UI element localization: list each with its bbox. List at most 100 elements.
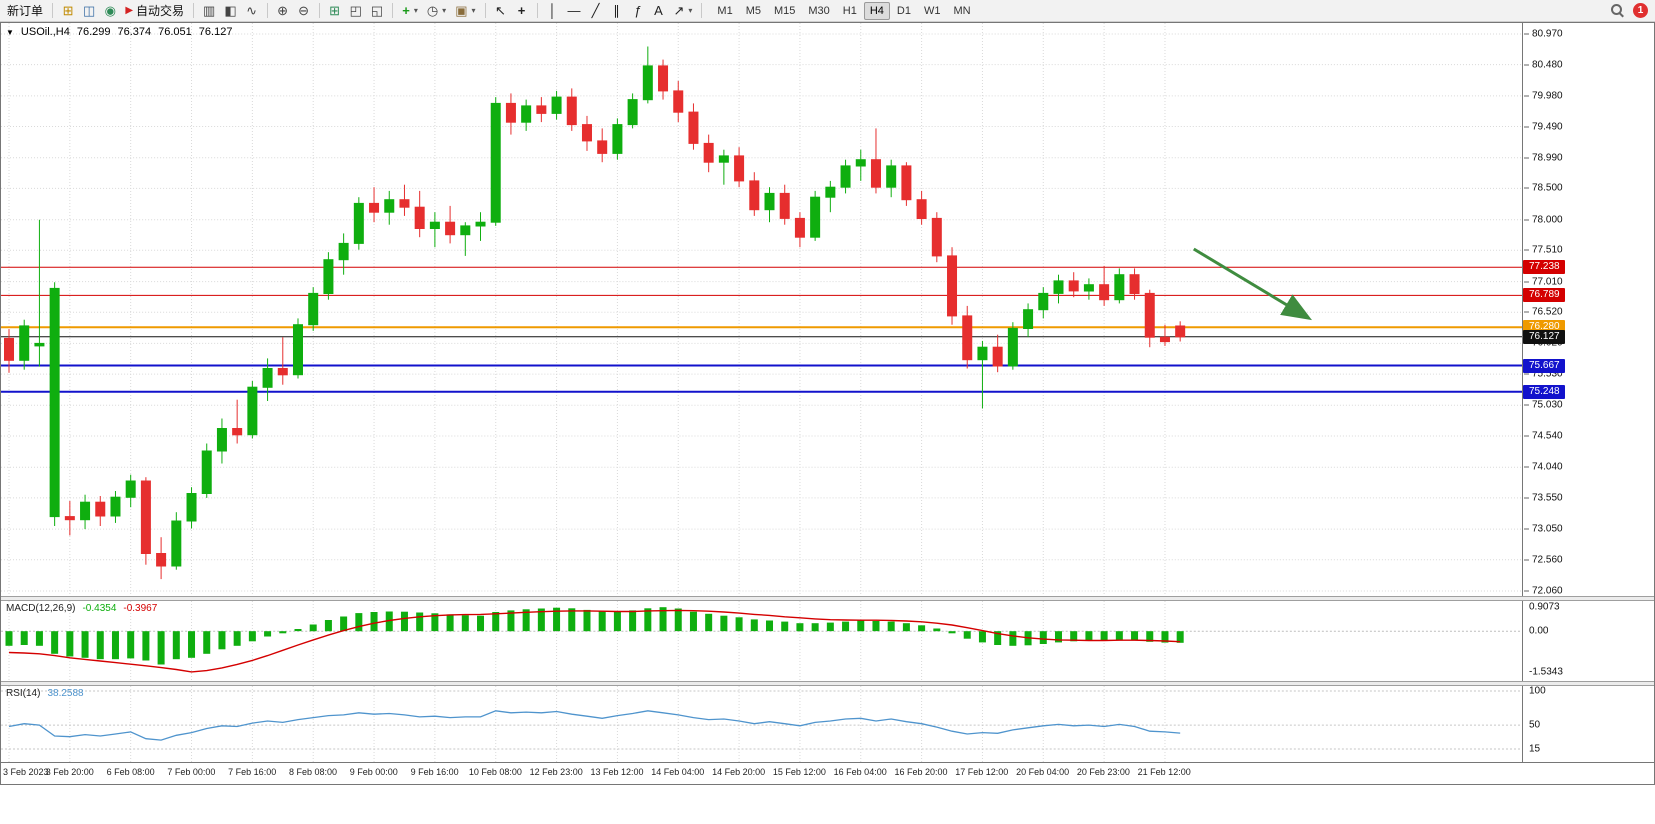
price-tick: 75.530: [1524, 369, 1563, 380]
time-label: 10 Feb 08:00: [468, 767, 522, 777]
data-window-button[interactable]: ◉: [100, 1, 120, 20]
autotrading-icon: ▶: [125, 5, 134, 16]
timeframe-m5[interactable]: M5: [740, 2, 767, 20]
cascade-windows-button[interactable]: ◰: [346, 1, 366, 20]
macd-pane[interactable]: MACD(12,26,9) -0.4354 -0.3967: [1, 601, 1522, 681]
profiles-button[interactable]: ◫: [79, 1, 99, 20]
timeframe-h1[interactable]: H1: [837, 2, 863, 20]
toolbar-separator: [392, 3, 394, 18]
macd-main-value: -0.4354: [82, 603, 117, 614]
periods-button[interactable]: ◷ ▾: [423, 1, 450, 20]
arrange-windows-button[interactable]: ◱: [367, 1, 387, 20]
time-label: 3 Feb 20:00: [45, 767, 94, 777]
rsi-value: 38.2588: [47, 688, 84, 699]
tile-windows-button[interactable]: ⊞: [325, 1, 345, 20]
rsi-header: RSI(14) 38.2588: [6, 688, 84, 699]
toolbar-separator: [318, 3, 320, 18]
rsi-axis-tick: 15: [1529, 743, 1541, 755]
price-tick: 79.980: [1524, 90, 1563, 101]
timeframe-m30[interactable]: M30: [802, 2, 835, 20]
timeframe-mn[interactable]: MN: [947, 2, 976, 20]
chevron-down-icon: ▾: [471, 6, 476, 15]
templates-button[interactable]: ▣ ▾: [451, 1, 479, 20]
cursor-button[interactable]: ↖: [491, 1, 511, 20]
chevron-down-icon: ▾: [688, 6, 693, 15]
time-label: 6 Feb 08:00: [106, 767, 155, 777]
rsi-label: RSI(14): [6, 688, 41, 699]
text-tool-button[interactable]: A: [649, 1, 669, 20]
timeframe-m15[interactable]: M15: [768, 2, 801, 20]
time-label: 3 Feb 2023: [3, 767, 49, 777]
rsi-axis-tick: 100: [1529, 686, 1546, 697]
periods-clock-icon: ◷: [426, 3, 439, 18]
price-tick: 76.520: [1524, 307, 1563, 318]
candlestick-chart-button[interactable]: ◧: [220, 1, 240, 20]
pane-divider[interactable]: [1, 596, 1654, 601]
price-axis[interactable]: 80.970 80.480 79.980 79.490 78.990 78.500 78.0…: [1522, 23, 1654, 596]
add-indicator-button[interactable]: + ▾: [398, 1, 422, 20]
rsi-plot-svg[interactable]: [1, 686, 1522, 762]
price-tick: 80.970: [1524, 29, 1563, 40]
price-line-label: 76.127: [1523, 329, 1565, 344]
chart-close-value: 76.127: [198, 26, 233, 38]
timeframe-d1[interactable]: D1: [891, 2, 917, 20]
toolbar-separator: [193, 3, 195, 18]
toolbar-separator: [536, 3, 538, 18]
time-label: 9 Feb 00:00: [349, 767, 398, 777]
line-chart-icon: ∿: [246, 3, 258, 18]
trendline-icon: ╱: [591, 3, 600, 18]
time-label: 14 Feb 20:00: [712, 767, 766, 777]
rsi-pane[interactable]: RSI(14) 38.2588: [1, 686, 1522, 762]
chart-low-value: 76.051: [158, 26, 192, 38]
rsi-axis-tick: 50: [1529, 719, 1541, 731]
chart-open-value: 76.299: [76, 26, 111, 38]
notification-badge[interactable]: 1: [1633, 3, 1648, 18]
pane-divider[interactable]: [1, 681, 1654, 686]
macd-plot-svg[interactable]: [1, 601, 1522, 681]
zoom-in-button[interactable]: ⊕: [273, 1, 293, 20]
time-label: 13 Feb 12:00: [590, 767, 644, 777]
vertical-line-button[interactable]: │: [543, 1, 563, 20]
shapes-button[interactable]: ↗ ▾: [670, 1, 697, 20]
new-chart-button[interactable]: ⊞: [58, 1, 78, 20]
horizontal-line-button[interactable]: —: [564, 1, 585, 20]
time-label: 8 Feb 08:00: [288, 767, 338, 777]
crosshair-button[interactable]: +: [512, 1, 532, 20]
horizontal-line-icon: —: [567, 3, 581, 18]
time-axis[interactable]: 3 Feb 2023 3 Feb 20:00 6 Feb 08:00 7 Feb 00…: [1, 762, 1654, 784]
line-chart-button[interactable]: ∿: [242, 1, 262, 20]
new-order-button[interactable]: 新订单: [3, 1, 47, 20]
time-label: 21 Feb 12:00: [1137, 767, 1191, 777]
zoom-out-button[interactable]: ⊖: [294, 1, 314, 20]
time-label: 7 Feb 00:00: [167, 767, 216, 777]
channel-button[interactable]: ∥: [607, 1, 627, 20]
price-tick: 78.990: [1524, 152, 1563, 163]
timeframe-w1[interactable]: W1: [918, 2, 947, 20]
text-tool-icon: A: [654, 3, 663, 18]
timeframe-h4[interactable]: H4: [863, 1, 890, 20]
macd-axis: 0.9073 0.00 -1.5343: [1522, 601, 1654, 681]
autotrading-button[interactable]: ▶ 自动交易: [121, 1, 188, 20]
bar-chart-button[interactable]: ▥: [199, 1, 219, 20]
chart-symbol-period: USOil.,H4: [20, 26, 70, 38]
price-tick: 72.560: [1524, 554, 1563, 565]
candlestick-chart-icon: ◧: [224, 3, 237, 18]
fibonacci-icon: ƒ: [633, 3, 642, 18]
time-label: 20 Feb 04:00: [1016, 767, 1070, 777]
zoom-out-icon: ⊖: [298, 3, 310, 18]
one-click-trading-toggle-icon[interactable]: ▼: [6, 27, 14, 37]
main-plot-svg[interactable]: [1, 23, 1522, 596]
trendline-button[interactable]: ╱: [586, 1, 606, 20]
fibonacci-button[interactable]: ƒ: [628, 1, 648, 20]
price-tick: 80.480: [1524, 59, 1563, 70]
search-button[interactable]: [1607, 1, 1628, 20]
price-line-label: 76.789: [1523, 288, 1565, 303]
cursor-icon: ↖: [495, 3, 506, 18]
channel-icon: ∥: [613, 3, 620, 18]
toolbar-separator: [266, 3, 268, 18]
tile-windows-icon: ⊞: [329, 3, 341, 18]
main-chart-pane[interactable]: ▼ USOil.,H4 76.299 76.374 76.051 76.127: [1, 23, 1522, 596]
toolbar-separator: [701, 3, 703, 18]
timeframe-m1[interactable]: M1: [711, 2, 738, 20]
chart-window: ▼ USOil.,H4 76.299 76.374 76.051 76.127 …: [0, 22, 1655, 785]
